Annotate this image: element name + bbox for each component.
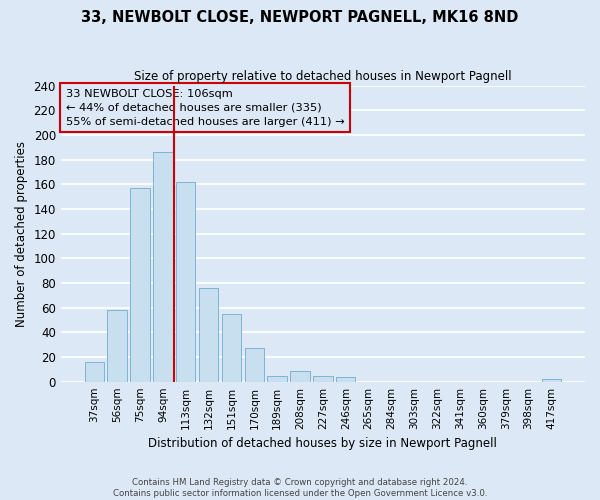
Bar xyxy=(336,376,355,382)
Y-axis label: Number of detached properties: Number of detached properties xyxy=(15,140,28,326)
Bar xyxy=(245,348,264,382)
Bar xyxy=(199,288,218,382)
Bar xyxy=(268,376,287,382)
Bar xyxy=(176,182,196,382)
Bar xyxy=(222,314,241,382)
Text: 33, NEWBOLT CLOSE, NEWPORT PAGNELL, MK16 8ND: 33, NEWBOLT CLOSE, NEWPORT PAGNELL, MK16… xyxy=(82,10,518,25)
Text: 33 NEWBOLT CLOSE: 106sqm
← 44% of detached houses are smaller (335)
55% of semi-: 33 NEWBOLT CLOSE: 106sqm ← 44% of detach… xyxy=(66,88,344,126)
Bar xyxy=(290,370,310,382)
Title: Size of property relative to detached houses in Newport Pagnell: Size of property relative to detached ho… xyxy=(134,70,512,83)
Bar xyxy=(313,376,332,382)
Text: Contains HM Land Registry data © Crown copyright and database right 2024.
Contai: Contains HM Land Registry data © Crown c… xyxy=(113,478,487,498)
Bar xyxy=(85,362,104,382)
Bar xyxy=(130,188,150,382)
Bar xyxy=(153,152,173,382)
Bar xyxy=(542,379,561,382)
X-axis label: Distribution of detached houses by size in Newport Pagnell: Distribution of detached houses by size … xyxy=(148,437,497,450)
Bar xyxy=(107,310,127,382)
